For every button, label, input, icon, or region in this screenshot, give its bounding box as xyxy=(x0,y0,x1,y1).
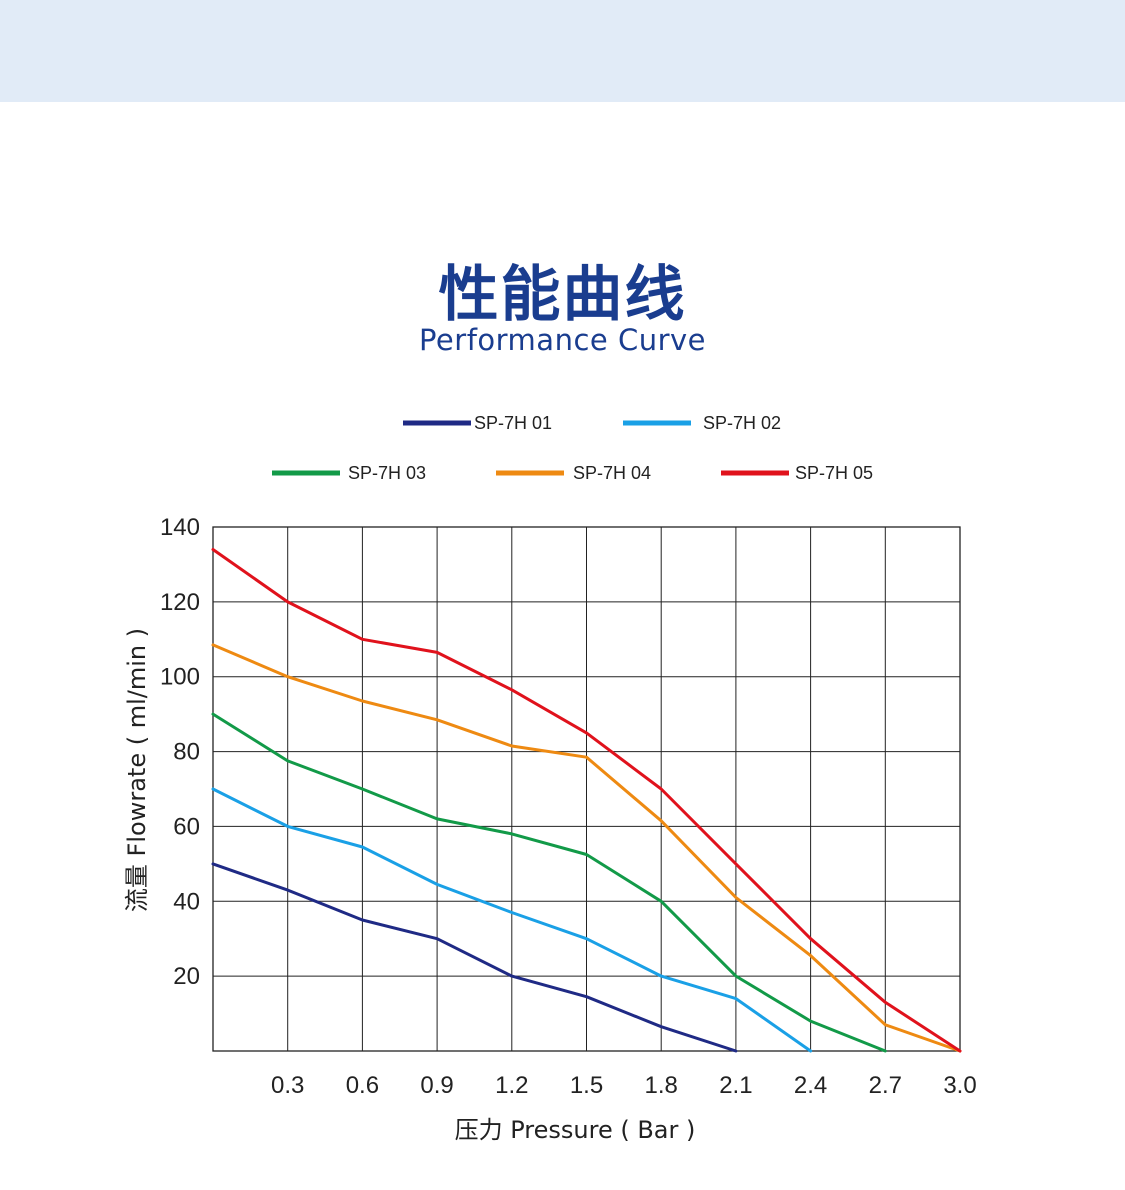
legend-label: SP-7H 04 xyxy=(573,463,651,483)
x-tick-label: 2.7 xyxy=(869,1072,902,1099)
y-tick-label: 140 xyxy=(160,514,200,541)
legend-label: SP-7H 03 xyxy=(348,463,426,483)
legend-item-3: SP-7H 03 xyxy=(272,463,426,483)
x-axis-title: 压力 Pressure ( Bar ) xyxy=(455,1116,696,1144)
series-line-5 xyxy=(211,548,962,1053)
y-axis-title: 流量 Flowrate ( ml/min ) xyxy=(123,628,151,912)
top-banner xyxy=(0,0,1125,102)
series-lines xyxy=(211,548,962,1053)
legend: SP-7H 01 SP-7H 02 SP-7H 03 SP-7H 04 SP-7H 05 xyxy=(272,413,873,483)
x-tick-label: 1.2 xyxy=(495,1072,528,1099)
series-line-4 xyxy=(211,643,962,1053)
x-tick-label: 0.6 xyxy=(346,1072,379,1099)
y-tick-label: 20 xyxy=(173,963,200,990)
y-tick-label: 100 xyxy=(160,664,200,691)
series-line-3 xyxy=(211,712,887,1053)
x-tick-label: 2.4 xyxy=(794,1072,827,1099)
y-tick-label: 120 xyxy=(160,589,200,616)
x-tick-label: 1.5 xyxy=(570,1072,603,1099)
series-line-2 xyxy=(211,787,813,1053)
page-title: 性能曲线 xyxy=(438,260,687,330)
y-tick-label: 60 xyxy=(173,813,200,840)
x-tick-label: 0.9 xyxy=(420,1072,453,1099)
x-tick-label: 0.3 xyxy=(271,1072,304,1099)
legend-label: SP-7H 02 xyxy=(703,413,781,433)
grid xyxy=(212,526,961,1052)
tick-labels: 0.3 0.6 0.9 1.2 1.5 1.8 2.1 2.4 2.7 3.0 20 40 60 80 10… xyxy=(160,514,977,1099)
legend-item-1: SP-7H 01 xyxy=(403,413,552,433)
x-tick-label: 3.0 xyxy=(943,1072,976,1099)
y-tick-label: 80 xyxy=(173,739,200,766)
page-subtitle: Performance Curve xyxy=(418,323,707,357)
legend-item-5: SP-7H 05 xyxy=(721,463,873,483)
x-tick-label: 1.8 xyxy=(645,1072,678,1099)
legend-label: SP-7H 05 xyxy=(795,463,873,483)
x-tick-label: 2.1 xyxy=(719,1072,752,1099)
legend-item-4: SP-7H 04 xyxy=(496,463,651,483)
legend-item-2: SP-7H 02 xyxy=(623,413,781,433)
series-line-1 xyxy=(211,862,738,1053)
y-tick-label: 40 xyxy=(173,888,200,915)
legend-label: SP-7H 01 xyxy=(474,413,552,433)
